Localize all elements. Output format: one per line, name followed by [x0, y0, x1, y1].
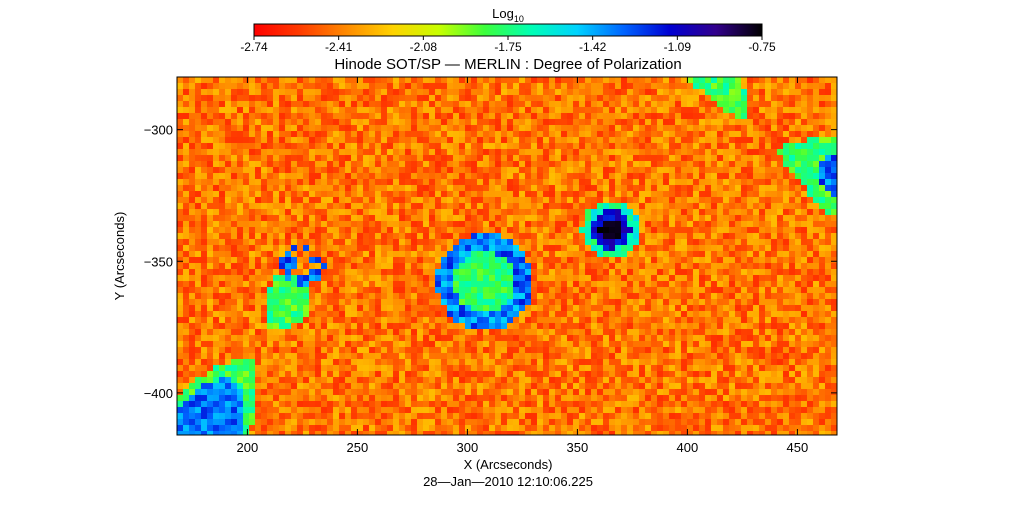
colorbar-tick-label: -1.75 [494, 40, 522, 54]
chart-title: Hinode SOT/SP — MERLIN : Degree of Polar… [334, 56, 681, 73]
colorbar-tick-label: -0.75 [748, 40, 776, 54]
x-tick-label: 400 [677, 440, 699, 455]
colorbar-label: Log10 [492, 6, 524, 24]
colorbar-tick-label: -1.09 [664, 40, 692, 54]
x-tick-label: 250 [347, 440, 369, 455]
x-axis-ticks: 200 250 300 350 400 450 [237, 77, 809, 455]
x-tick-label: 350 [567, 440, 589, 455]
colorbar-tick-label: -2.74 [240, 40, 268, 54]
x-tick-label: 450 [787, 440, 809, 455]
x-tick-label: 200 [237, 440, 259, 455]
observation-timestamp: 28—Jan—2010 12:10:06.225 [423, 474, 593, 489]
colorbar-tick-label: -2.08 [410, 40, 438, 54]
y-tick-label: −350 [144, 254, 173, 269]
colorbar-tick-label: -2.41 [325, 40, 353, 54]
y-axis-label: Y (Arcseconds) [112, 212, 127, 301]
plot-frame [176, 76, 838, 436]
x-axis-label: X (Arcseconds) [464, 457, 553, 472]
y-tick-label: −400 [144, 386, 173, 401]
x-tick-label: 300 [457, 440, 479, 455]
colorbar-ticks: -2.74 -2.41 -2.08 -1.75 -1.42 -1.09 -0.75 [240, 36, 776, 54]
colorbar-tick-label: -1.42 [579, 40, 607, 54]
colorbar [253, 23, 763, 37]
y-axis-ticks: −300 −350 −400 [144, 123, 837, 401]
polarization-map [177, 77, 837, 435]
y-tick-label: −300 [144, 123, 173, 138]
